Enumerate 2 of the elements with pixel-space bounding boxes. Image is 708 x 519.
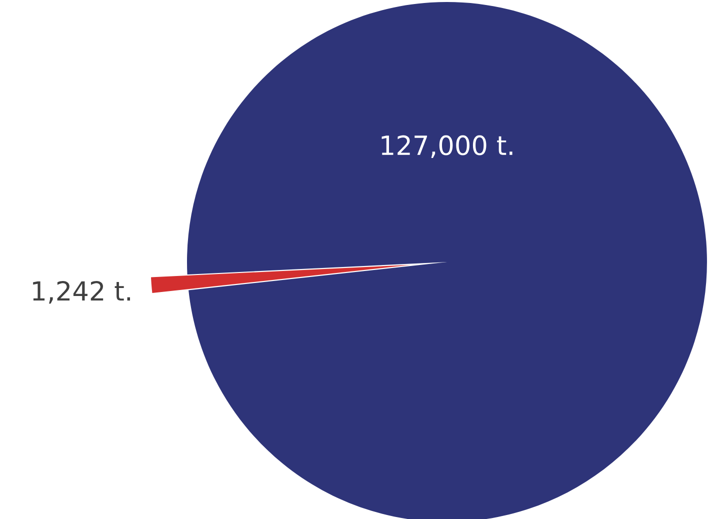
data-label: 1,242 t. [33,280,130,304]
data-label: 127,000 t. [382,135,512,158]
